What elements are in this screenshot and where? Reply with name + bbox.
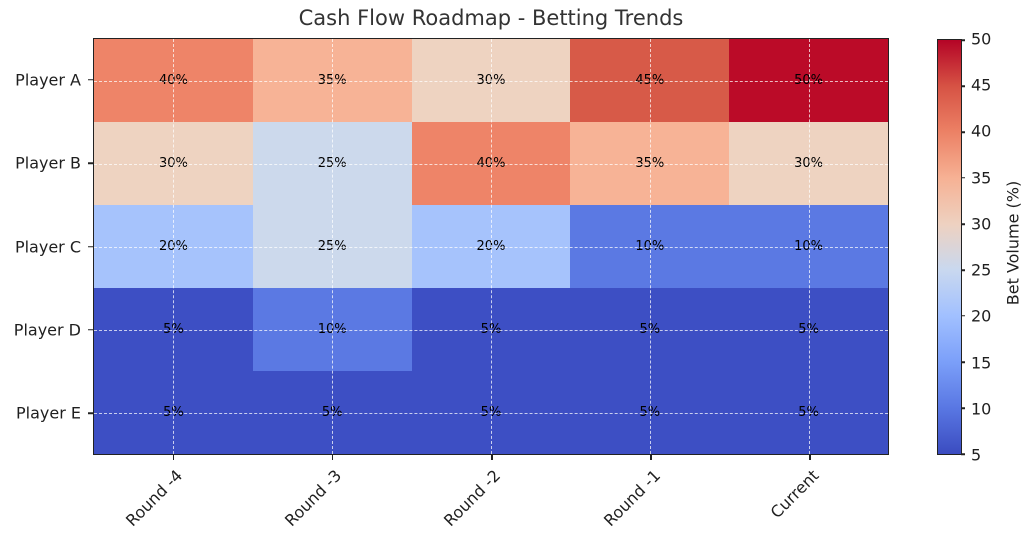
y-tick-label: Player C — [14, 237, 81, 256]
y-axis: Player A Player B Player C Player D Player E — [0, 38, 93, 455]
colorbar-tick-label: 25 — [971, 260, 992, 280]
heatmap-cells: 40% 35% 30% 45% 50% 30% 25% 40% 35% 30% 20% 25% 20% 1… — [94, 39, 888, 454]
heatmap-cell: 5% — [94, 371, 253, 454]
x-tick-label: Round -1 — [599, 466, 664, 531]
x-tick-label: Round -3 — [281, 466, 346, 531]
heatmap-cell-value: 10% — [794, 239, 824, 254]
heatmap-cell: 5% — [411, 288, 571, 371]
chart-title: Cash Flow Roadmap - Betting Trends — [298, 6, 684, 30]
heatmap-cell-value: 30% — [476, 73, 506, 88]
colorbar-tick-label: 5 — [971, 445, 982, 465]
heatmap-cell: 35% — [252, 39, 412, 122]
colorbar-tick-label: 35 — [971, 168, 992, 188]
heatmap-cell-value: 10% — [317, 322, 347, 337]
heatmap-cell: 25% — [252, 205, 412, 288]
y-tick-label: Player E — [16, 403, 81, 423]
colorbar-tick-label: 45 — [971, 75, 992, 95]
colorbar-tick-mark — [961, 85, 965, 87]
colorbar-tick-mark — [961, 453, 965, 455]
colorbar-tick-mark — [961, 223, 965, 225]
x-tick-mark — [331, 455, 334, 460]
x-tick-label: Round -4 — [121, 466, 187, 531]
heatmap-cell: 50% — [729, 39, 888, 122]
heatmap-cell-value: 10% — [635, 239, 665, 254]
y-tick-label: Player D — [13, 320, 81, 340]
heatmap-cell-value: 35% — [635, 156, 665, 171]
heatmap-cell-value: 45% — [635, 73, 665, 88]
colorbar-gradient — [937, 39, 965, 455]
heatmap-cell-value: 25% — [317, 239, 347, 254]
heatmap-cell-value: 35% — [317, 73, 347, 88]
heatmap-cell-value: 20% — [476, 239, 506, 254]
colorbar-tick-label: 40 — [971, 121, 992, 141]
x-tick-label: Current — [766, 466, 823, 522]
colorbar-tick-label: 15 — [971, 353, 992, 373]
heatmap-cell: 30% — [411, 39, 571, 122]
x-tick-mark — [650, 455, 652, 460]
heatmap-cell-value: 40% — [476, 156, 506, 171]
heatmap-cell-value: 30% — [794, 156, 824, 171]
colorbar-tick-mark — [961, 269, 965, 271]
x-tick-mark — [491, 455, 493, 460]
heatmap-cell: 5% — [252, 371, 412, 454]
heatmap-cell: 10% — [729, 205, 888, 288]
heatmap-cell-value: 30% — [158, 156, 188, 171]
heatmap-cell-value: 25% — [317, 156, 347, 171]
y-tick-mark — [88, 329, 93, 331]
y-tick-label: Player A — [15, 70, 81, 90]
heatmap-cell-value: 5% — [480, 322, 502, 337]
colorbar-tick-mark — [961, 177, 965, 179]
colorbar-tick-mark — [961, 39, 965, 41]
colorbar: Bet Volume (%) 5 10 15 20 25 30 35 40 45 50 — [930, 0, 1024, 544]
heatmap-cell: 5% — [570, 371, 730, 454]
colorbar-tick-label: 30 — [971, 214, 992, 234]
heatmap-cell-value: 5% — [321, 405, 343, 420]
heatmap-cell: 40% — [94, 39, 253, 122]
heatmap-cell-value: 5% — [639, 322, 661, 337]
y-tick-mark — [88, 245, 93, 248]
heatmap-cell-value: 5% — [163, 405, 184, 420]
heatmap-cell: 5% — [94, 288, 253, 371]
x-tick-mark — [172, 455, 175, 460]
heatmap-cell: 45% — [570, 39, 730, 122]
heatmap-cell-value: 40% — [158, 73, 188, 88]
heatmap-cell-value: 5% — [798, 405, 819, 420]
heatmap-cell: 35% — [570, 122, 730, 205]
heatmap-cell-value: 50% — [794, 73, 824, 88]
heatmap-cell: 5% — [729, 288, 888, 371]
x-tick-label: Round -2 — [440, 466, 505, 531]
colorbar-tick-label: 20 — [971, 306, 992, 326]
colorbar-label: Bet Volume (%) — [1003, 180, 1023, 306]
heatmap-cell: 20% — [94, 205, 253, 288]
heatmap-cell-value: 5% — [480, 405, 502, 420]
y-tick-label: Player B — [15, 153, 81, 173]
heatmap-cell: 30% — [94, 122, 253, 205]
colorbar-tick-mark — [961, 361, 965, 363]
y-tick-mark — [88, 78, 93, 81]
colorbar-tick-mark — [961, 407, 965, 409]
heatmap-cell: 5% — [570, 288, 730, 371]
y-tick-mark — [88, 162, 93, 164]
colorbar-tick-label: 50 — [971, 29, 992, 49]
heatmap-cell: 10% — [570, 205, 730, 288]
x-axis: Round -4 Round -3 Round -2 Round -1 Current — [93, 455, 889, 544]
heatmap-cell: 10% — [252, 288, 412, 371]
heatmap-cell: 20% — [411, 205, 571, 288]
heatmap-cell: 5% — [729, 371, 888, 454]
heatmap-plot: 40% 35% 30% 45% 50% 30% 25% 40% 35% 30% 20% 25% 20% 1… — [93, 38, 889, 455]
y-tick-mark — [88, 412, 93, 415]
heatmap-cell: 30% — [729, 122, 888, 205]
heatmap-cell: 5% — [411, 371, 571, 454]
heatmap-cell-value: 5% — [639, 405, 661, 420]
colorbar-tick-label: 10 — [971, 399, 992, 419]
heatmap-cell-value: 5% — [798, 322, 819, 337]
colorbar-tick-mark — [961, 131, 965, 133]
heatmap-cell: 25% — [252, 122, 412, 205]
heatmap-cell-value: 20% — [158, 239, 188, 254]
x-tick-mark — [809, 455, 811, 460]
heatmap-cell: 40% — [411, 122, 571, 205]
colorbar-tick-mark — [961, 315, 965, 317]
heatmap-cell-value: 5% — [163, 322, 184, 337]
